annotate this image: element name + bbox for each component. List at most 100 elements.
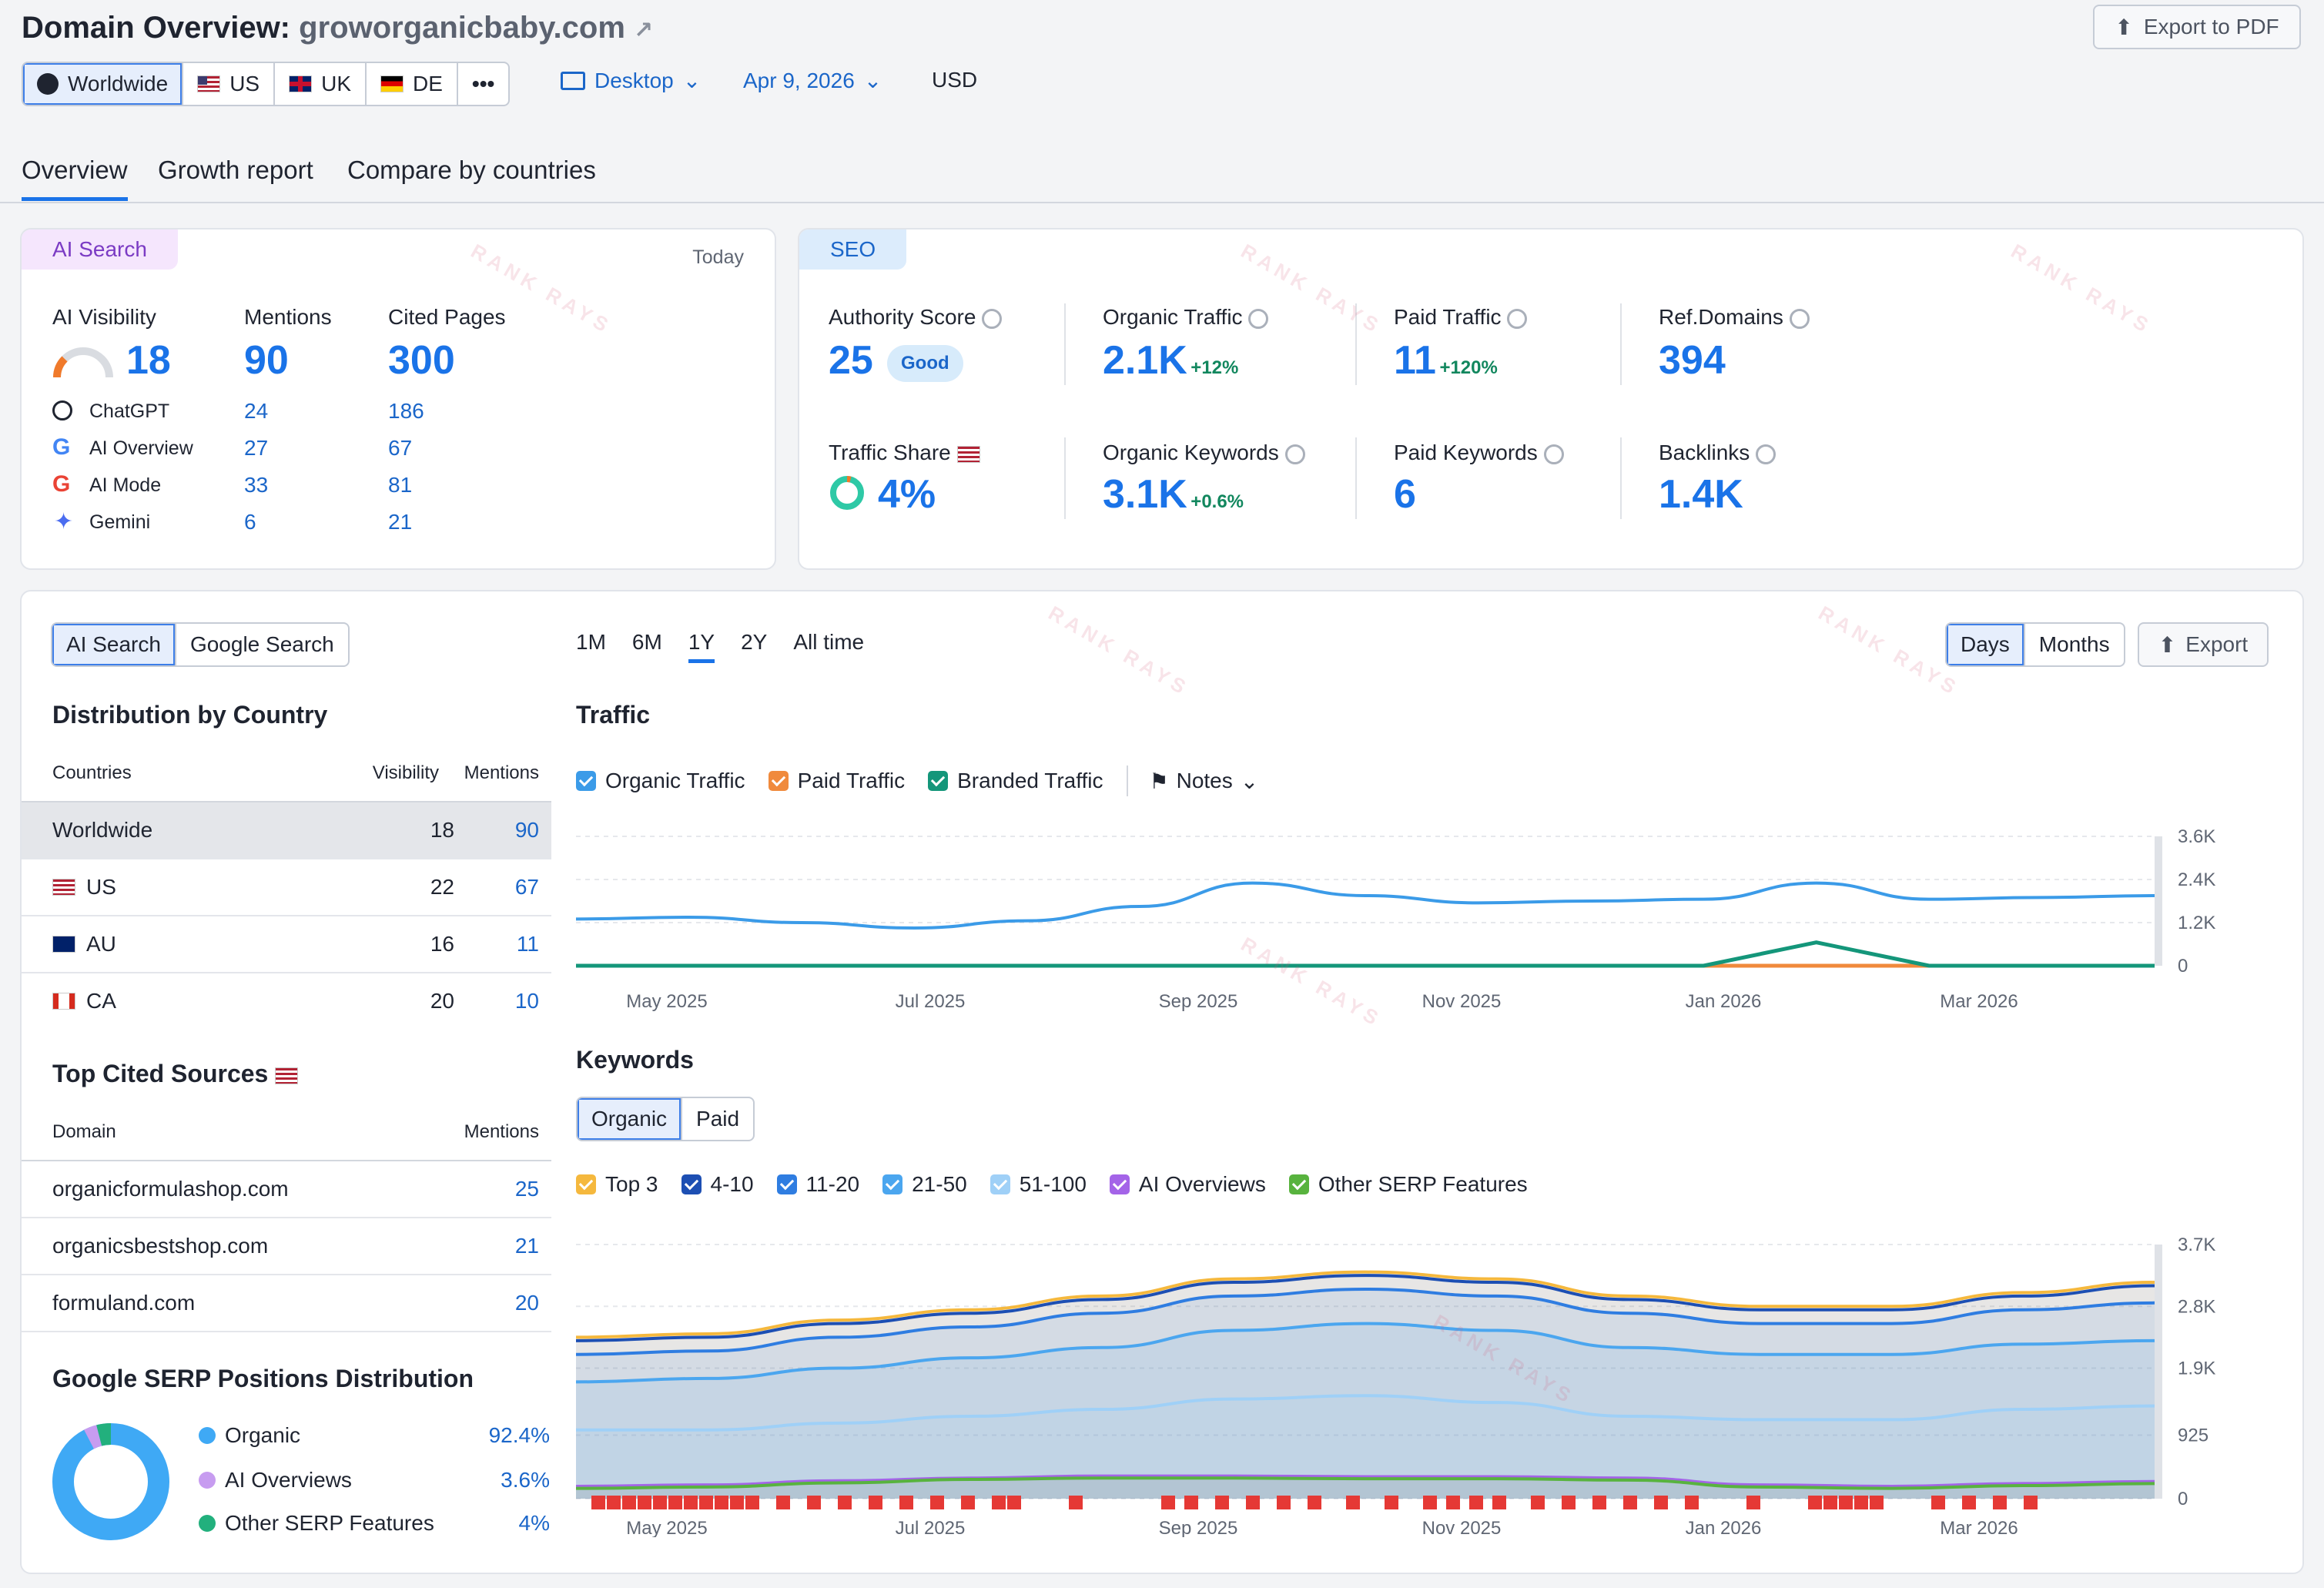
range-1y[interactable]: 1Y <box>688 630 715 663</box>
cited-domain[interactable]: organicformulashop.com <box>52 1177 289 1201</box>
note-flag-icon <box>1277 1496 1291 1509</box>
paid-traffic-label: Paid Traffic <box>1394 305 1528 330</box>
cited-row[interactable]: formuland.com 20 <box>22 1275 551 1332</box>
keywords-paid[interactable]: Paid <box>696 1107 740 1131</box>
region-worldwide[interactable]: Worldwide <box>23 63 184 105</box>
note-flag-icon <box>869 1496 882 1509</box>
legend-organic-traffic[interactable]: Organic Traffic <box>576 769 745 793</box>
mentions-value: 90 <box>244 338 289 383</box>
granularity-days[interactable]: Days <box>1947 624 2025 665</box>
legend-other-serp-features[interactable]: Other SERP Features <box>1288 1172 1528 1197</box>
range-all-time[interactable]: All time <box>793 630 865 654</box>
organic-keywords-value[interactable]: 3.1K <box>1103 472 1187 517</box>
legend-ai-overviews[interactable]: AI Overviews <box>1109 1172 1266 1197</box>
range-6m[interactable]: 6M <box>631 630 662 654</box>
legend-4-10[interactable]: 4-10 <box>681 1172 754 1197</box>
backlinks-value[interactable]: 1.4K <box>1659 472 1743 517</box>
notes-dropdown[interactable]: ⚑ Notes ⌄ <box>1150 769 1259 794</box>
country-row-ca[interactable]: CA 20 10 <box>22 973 551 1029</box>
ref-domains-value[interactable]: 394 <box>1659 338 1726 383</box>
col-countries: Countries <box>52 762 132 783</box>
country-row-us[interactable]: US 22 67 <box>22 859 551 916</box>
paid-keywords-value[interactable]: 6 <box>1394 472 1416 517</box>
region-label: DE <box>413 72 443 95</box>
ai-visibility-label: AI Visibility <box>52 305 156 329</box>
paid-traffic-delta: +120% <box>1439 357 1498 378</box>
toggle-google-search[interactable]: Google Search <box>189 632 334 656</box>
series-line-organic-traffic <box>576 881 2155 930</box>
cited-mentions[interactable]: 20 <box>514 1291 539 1315</box>
external-link-icon[interactable]: ↗ <box>634 18 654 43</box>
info-icon[interactable] <box>1248 308 1269 329</box>
traffic-share-label: Traffic Share <box>829 441 980 465</box>
country-mentions[interactable]: 11 <box>516 932 539 956</box>
cited-row[interactable]: organicformulashop.com 25 <box>22 1161 551 1218</box>
cited-domain[interactable]: formuland.com <box>52 1291 196 1315</box>
ai-row-cited[interactable]: 186 <box>388 399 424 423</box>
device-label: Desktop <box>594 68 674 92</box>
country-row-worldwide[interactable]: Worldwide 18 90 <box>22 802 551 859</box>
tab-overview[interactable]: Overview <box>22 156 128 201</box>
series-area-4-10 <box>576 1275 2155 1499</box>
date-dropdown[interactable]: Apr 9, 2026 ⌄ <box>743 68 882 93</box>
range-2y[interactable]: 2Y <box>741 630 768 654</box>
ai-row-mentions[interactable]: 27 <box>244 436 269 460</box>
tab-compare-by-countries[interactable]: Compare by countries <box>347 156 596 184</box>
info-icon[interactable] <box>982 308 1003 329</box>
country-name: US <box>86 875 116 899</box>
top-cited-title-text: Top Cited Sources <box>52 1060 269 1087</box>
export-pdf-button[interactable]: ⬆ Export to PDF <box>2093 5 2301 49</box>
country-mentions[interactable]: 67 <box>514 875 539 899</box>
top-cited-title: Top Cited Sources <box>52 1060 299 1088</box>
country-mentions[interactable]: 90 <box>514 818 539 842</box>
domain-link[interactable]: groworganicbaby.com <box>299 11 625 45</box>
legend-21-50[interactable]: 21-50 <box>882 1172 967 1197</box>
info-icon[interactable] <box>1789 308 1810 329</box>
info-icon[interactable] <box>1507 308 1528 329</box>
region-uk[interactable]: UK <box>275 63 367 105</box>
keywords-chart[interactable]: 3.7K 2.8K 1.9K 925 0 May 2025 Jul 2025 Sep 2025… <box>576 1229 2278 1537</box>
more-regions-button[interactable]: ••• <box>458 63 508 105</box>
country-row-au[interactable]: AU 16 11 <box>22 916 551 973</box>
device-dropdown[interactable]: Desktop ⌄ <box>561 68 701 93</box>
country-mentions[interactable]: 10 <box>514 989 539 1013</box>
info-icon[interactable] <box>1543 444 1564 464</box>
cited-domain[interactable]: organicsbestshop.com <box>52 1234 269 1258</box>
ai-row-mentions[interactable]: 24 <box>244 399 269 423</box>
legend-top-3[interactable]: Top 3 <box>576 1172 658 1197</box>
granularity-months[interactable]: Months <box>2038 632 2110 656</box>
y-tick-label: 1.9K <box>2178 1359 2215 1379</box>
ai-row-cited[interactable]: 21 <box>388 510 413 534</box>
cited-mentions[interactable]: 21 <box>514 1234 539 1258</box>
note-flag-icon <box>1839 1496 1853 1509</box>
traffic-chart[interactable]: 3.6K 2.4K 1.2K 0 May 2025 Jul 2025 Sep 2025 Nov… <box>576 824 2278 1017</box>
legend-51-100[interactable]: 51-100 <box>990 1172 1087 1197</box>
authority-score-value[interactable]: 25 <box>829 338 873 383</box>
ai-row-cited[interactable]: 81 <box>388 473 413 497</box>
y-tick-label: 3.7K <box>2178 1235 2215 1255</box>
ai-row-mentions[interactable]: 33 <box>244 473 269 497</box>
chart-export-button[interactable]: ⬆ Export <box>2138 622 2269 667</box>
cited-mentions[interactable]: 25 <box>514 1177 539 1201</box>
legend-11-20[interactable]: 11-20 <box>776 1172 859 1197</box>
organic-traffic-value[interactable]: 2.1K <box>1103 338 1187 383</box>
col-visibility: Visibility <box>372 762 439 783</box>
serp-value: 4% <box>518 1511 550 1535</box>
ai-row-mentions[interactable]: 6 <box>244 510 256 534</box>
info-icon[interactable] <box>1756 444 1776 464</box>
toggle-ai-search[interactable]: AI Search <box>52 624 176 665</box>
organic-traffic-label: Organic Traffic <box>1103 305 1269 330</box>
region-de[interactable]: DE <box>367 63 458 105</box>
paid-traffic-value[interactable]: 11 <box>1394 338 1436 383</box>
ai-row-cited[interactable]: 67 <box>388 436 413 460</box>
info-icon[interactable] <box>1284 444 1305 464</box>
legend-branded-traffic[interactable]: Branded Traffic <box>928 769 1103 793</box>
region-us[interactable]: US <box>183 63 276 105</box>
tab-growth-report[interactable]: Growth report <box>158 156 313 184</box>
legend-label: Top 3 <box>605 1172 658 1196</box>
range-1m[interactable]: 1M <box>576 630 606 654</box>
legend-paid-traffic[interactable]: Paid Traffic <box>768 769 905 793</box>
note-flag-icon <box>1069 1496 1083 1509</box>
keywords-organic[interactable]: Organic <box>578 1098 683 1140</box>
cited-row[interactable]: organicsbestshop.com 21 <box>22 1218 551 1275</box>
